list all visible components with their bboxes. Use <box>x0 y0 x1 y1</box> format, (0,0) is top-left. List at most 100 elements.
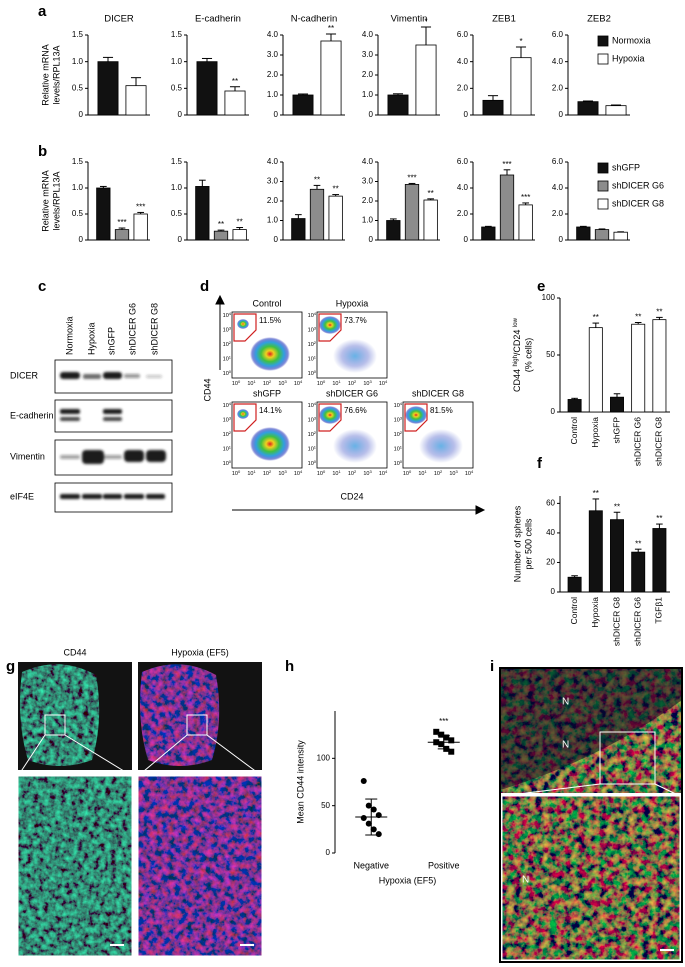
tick-exponent: 2 <box>269 469 272 474</box>
x-tick-label: TGFβ1 <box>654 597 664 624</box>
y-tick-label: 100 <box>542 293 556 302</box>
band <box>146 450 166 462</box>
tick-exponent: 0 <box>229 459 232 464</box>
flow-x-tick-label: 103 <box>363 469 372 478</box>
y-tick-label: 0.5 <box>72 83 84 92</box>
y-tick-label: 60 <box>546 498 555 507</box>
tick-exponent: 3 <box>229 415 232 420</box>
tick-exponent: 4 <box>314 311 317 316</box>
flow-x-tick-label: 102 <box>263 469 272 478</box>
y-tick-label: 1.0 <box>171 57 183 66</box>
flow-plot-title: shGFP <box>253 388 281 398</box>
gate <box>318 403 342 432</box>
band <box>60 417 80 421</box>
cell-cloud <box>333 339 377 373</box>
y-tick-label: 4.0 <box>457 183 469 192</box>
significance: *** <box>136 203 145 212</box>
tick-base: 10 <box>223 371 229 377</box>
tick-exponent: 4 <box>300 379 303 384</box>
micrograph-g <box>17 662 263 957</box>
significance: ** <box>237 218 243 227</box>
x-tick-label: Hypoxia <box>590 597 600 628</box>
flow-y-tick-label: 103 <box>308 415 317 424</box>
bar <box>196 61 218 116</box>
tick-exponent: 1 <box>229 354 232 359</box>
image-title: CD44 <box>63 647 86 657</box>
legend-label: Hypoxia <box>612 53 645 63</box>
gate <box>404 403 428 432</box>
tick-exponent: 3 <box>314 325 317 330</box>
micrograph-i <box>499 667 683 963</box>
panel-letter: a <box>38 3 47 20</box>
tick-base: 10 <box>232 381 238 387</box>
y-axis-label: Relative mRNA <box>40 44 50 106</box>
point <box>370 826 377 833</box>
y-tick-label: 0.5 <box>72 209 84 218</box>
significance: ** <box>656 514 662 523</box>
tick-exponent: 1 <box>424 469 427 474</box>
point <box>448 737 455 744</box>
y-tick-label: 4.0 <box>267 157 279 166</box>
flow-y-tick-label: 103 <box>223 325 232 334</box>
cell-cloud <box>237 409 249 419</box>
tick-exponent: 2 <box>229 340 232 345</box>
y-tick-label: 4.0 <box>552 183 564 192</box>
tick-exponent: 2 <box>229 430 232 435</box>
zoom-frame <box>501 795 681 961</box>
tick-exponent: 3 <box>369 469 372 474</box>
bar <box>213 230 229 241</box>
bar <box>588 510 603 593</box>
y-axis-label: Mean CD44 intensity <box>295 740 305 824</box>
tick-exponent: 0 <box>238 469 241 474</box>
tick-base: 10 <box>308 432 314 438</box>
flow-y-tick-label: 101 <box>308 444 317 453</box>
protein-label: E-cadherin <box>10 410 54 420</box>
y-tick-label: 0 <box>369 110 374 119</box>
flow-y-tick-label: 100 <box>223 459 232 468</box>
bar <box>605 105 627 116</box>
tick-exponent: 1 <box>314 444 317 449</box>
flow-x-tick-label: 104 <box>294 469 303 478</box>
tick-exponent: 1 <box>253 469 256 474</box>
y-tick-label: 2.0 <box>552 209 564 218</box>
tick-exponent: 0 <box>323 379 326 384</box>
gate <box>318 313 342 342</box>
lane-label: shDICER G8 <box>149 303 159 355</box>
tick-base: 10 <box>332 471 338 477</box>
y-tick-label: 1.0 <box>362 216 374 225</box>
y-tick-label: 0 <box>326 848 331 857</box>
flow-y-tick-label: 104 <box>308 401 317 410</box>
tick-exponent: 2 <box>314 340 317 345</box>
tick-base: 10 <box>263 381 269 387</box>
tick-base: 10 <box>308 313 314 319</box>
tick-base: 10 <box>308 371 314 377</box>
bar <box>577 101 599 116</box>
flow-x-tick-label: 101 <box>247 469 256 478</box>
tick-base: 10 <box>308 357 314 363</box>
gate <box>233 403 257 432</box>
flow-x-tick-label: 102 <box>434 469 443 478</box>
significance: ** <box>314 176 320 185</box>
bar <box>423 199 438 241</box>
legend-swatch <box>597 198 609 210</box>
significance: ** <box>333 185 339 194</box>
y-tick-label: 4.0 <box>362 157 374 166</box>
y-tick-label: 0 <box>79 235 84 244</box>
tick-base: 10 <box>317 471 323 477</box>
legend-label: shGFP <box>612 162 640 172</box>
tick-base: 10 <box>278 471 284 477</box>
y-axis-label: (% cells) <box>523 338 533 373</box>
necrosis-label: N <box>562 697 569 708</box>
x-tick-label: shDICER G6 <box>632 417 642 466</box>
tick-exponent: 1 <box>400 444 403 449</box>
y-tick-label: 3.0 <box>362 177 374 186</box>
y-axis-label-part: /CD24 <box>512 327 522 355</box>
tick-base: 10 <box>247 381 253 387</box>
significance: ** <box>593 313 599 322</box>
flow-y-tick-label: 101 <box>223 444 232 453</box>
significance: ** <box>428 189 434 198</box>
band <box>82 494 102 499</box>
bar <box>232 229 247 241</box>
band <box>103 372 122 379</box>
tick-exponent: 4 <box>385 379 388 384</box>
